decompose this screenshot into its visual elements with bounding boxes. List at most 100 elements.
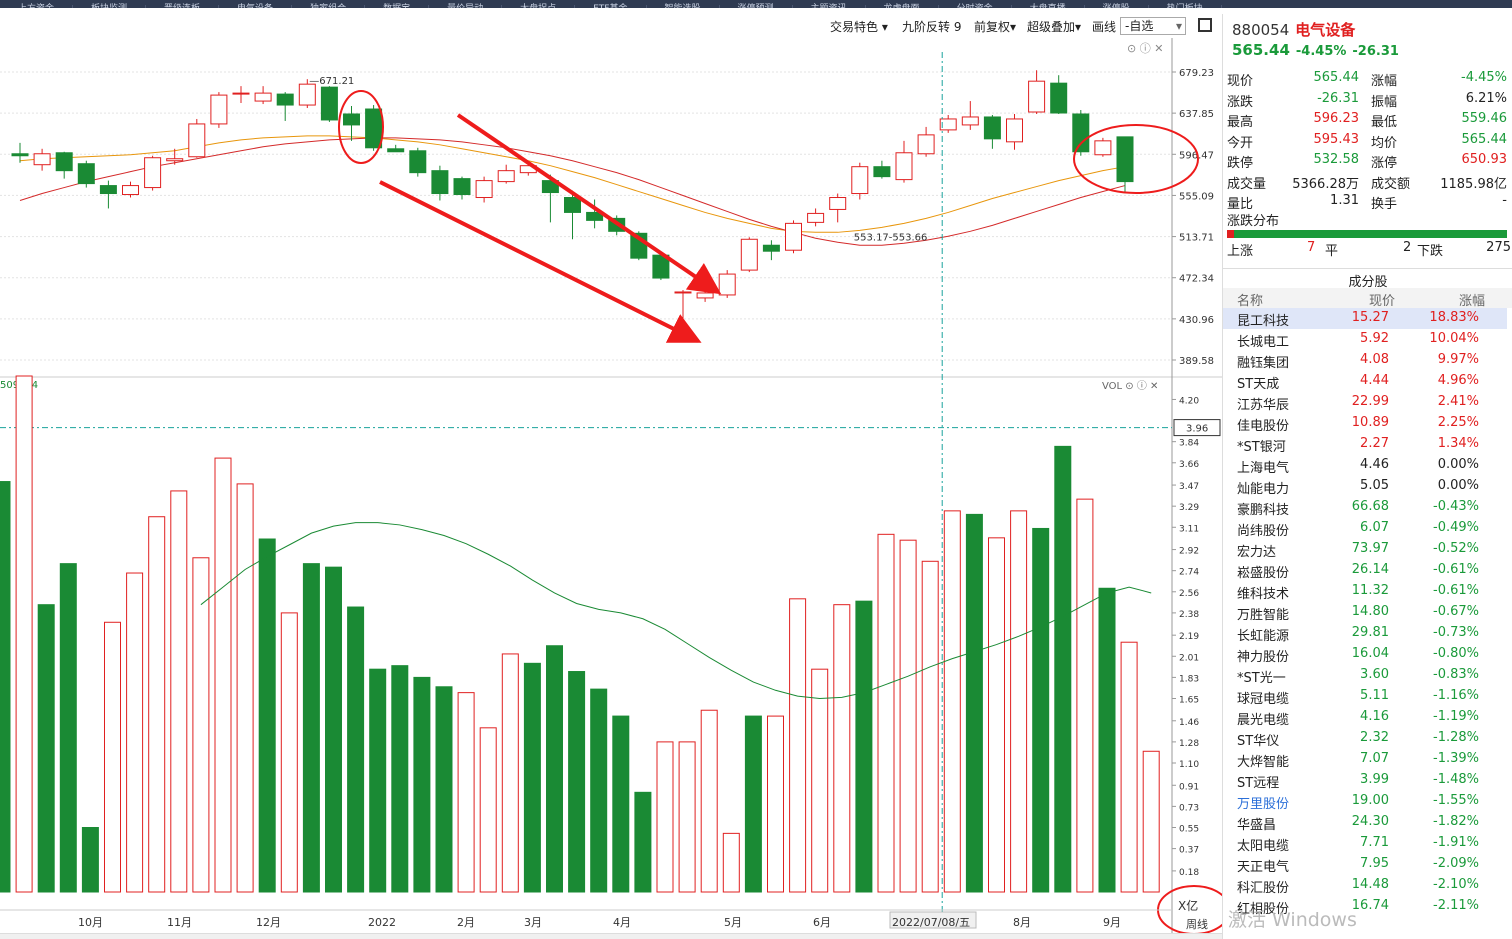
volume-bar <box>347 606 365 893</box>
watchlist-select[interactable]: -自选 ▾ <box>1120 17 1186 35</box>
volume-bar <box>104 621 121 893</box>
component-row[interactable]: 崧盛股份 26.14 -0.61% <box>1223 560 1507 581</box>
component-row[interactable]: 太阳电缆 7.71 -1.91% <box>1223 833 1507 854</box>
period-label: 周线 <box>1186 917 1208 931</box>
top-tab[interactable]: 主题资讯 <box>793 5 866 8</box>
top-tab[interactable]: 数据宝 <box>365 5 430 8</box>
component-row[interactable]: 科汇股份 14.48 -2.10% <box>1223 875 1507 896</box>
top-tab[interactable]: 热门板块 <box>1149 5 1222 8</box>
component-price: 11.32 <box>1351 583 1389 598</box>
component-row[interactable]: 昆工科技 15.27 18.83% <box>1223 308 1507 329</box>
component-row[interactable]: 万胜智能 14.80 -0.67% <box>1223 602 1507 623</box>
trade-feature-menu[interactable]: 交易特色 ▾ <box>830 20 888 34</box>
component-change: 1.34% <box>1437 436 1479 451</box>
candle-body <box>718 273 736 296</box>
volume-bar <box>325 566 342 893</box>
col-name-header[interactable]: 名称 <box>1237 294 1264 309</box>
component-row[interactable]: 万里股份 19.00 -1.55% <box>1223 791 1507 812</box>
component-row[interactable]: 球冠电缆 5.11 -1.16% <box>1223 686 1507 707</box>
volume-bar <box>789 598 807 893</box>
top-tab[interactable]: 涨停股 <box>1085 5 1149 8</box>
top-tab[interactable]: 智能选股 <box>647 5 720 8</box>
component-row[interactable]: 红相股份 16.74 -2.11% <box>1223 896 1507 917</box>
candle-body <box>785 222 802 251</box>
candle-body <box>1050 82 1068 114</box>
top-tab[interactable]: 晋级连板 <box>146 5 220 8</box>
annotation-arrow <box>379 180 702 343</box>
adjust-price-menu[interactable]: 前复权▾ <box>974 20 1017 34</box>
component-row[interactable]: 融钰集团 4.08 9.97% <box>1223 350 1507 371</box>
component-row[interactable]: 上海电气 4.46 0.00% <box>1223 455 1507 476</box>
component-change: -1.48% <box>1433 772 1479 787</box>
top-tab[interactable]: 板块监测 <box>73 5 147 8</box>
kline-chart[interactable]: 679.23 637.85 596.47 555.09 513.71 472.34 430.… <box>0 38 1222 933</box>
top-tab[interactable]: 大盘拐点 <box>502 5 576 8</box>
top-tab[interactable]: 涨停预测 <box>720 5 793 8</box>
component-row[interactable]: 佳电股份 10.89 2.25% <box>1223 413 1507 434</box>
candle-body <box>232 92 250 95</box>
component-price: 26.14 <box>1351 562 1389 577</box>
quote-key: 涨跌 <box>1227 94 1254 110</box>
panel-toggle-icon[interactable] <box>1198 18 1212 32</box>
component-row[interactable]: 长城电工 5.92 10.04% <box>1223 329 1507 350</box>
volume-bar <box>0 481 11 893</box>
top-tab[interactable]: 龙虎盘面 <box>866 5 939 8</box>
volume-bar <box>280 612 298 893</box>
component-row[interactable]: 灿能电力 5.05 0.00% <box>1223 476 1507 497</box>
top-tab[interactable]: 电气设备 <box>219 5 293 8</box>
price-pane-controls-icon: ⊙ ⓘ ✕ <box>1127 42 1163 55</box>
component-name: *ST光一 <box>1237 671 1286 686</box>
component-row[interactable]: 华盛昌 24.30 -1.82% <box>1223 812 1507 833</box>
vol-axis-label: 2.56 <box>1179 589 1199 599</box>
component-row[interactable]: *ST银河 2.27 1.34% <box>1223 434 1507 455</box>
top-tab[interactable]: 上方资金 <box>0 5 74 8</box>
top-tab[interactable]: ETF基金 <box>575 5 647 8</box>
component-name: 融钰集团 <box>1237 356 1290 371</box>
volume-bar <box>767 715 784 893</box>
component-row[interactable]: ST远程 3.99 -1.48% <box>1223 770 1507 791</box>
component-row[interactable]: 江苏华辰 22.99 2.41% <box>1223 392 1507 413</box>
component-row[interactable]: 豪鹏科技 66.68 -0.43% <box>1223 497 1507 518</box>
candle-body <box>762 244 780 252</box>
vol-axis-label: 1.65 <box>1179 696 1199 706</box>
top-tab[interactable]: 独家组合 <box>292 5 366 8</box>
volume-bar <box>1098 587 1116 893</box>
volume-bar <box>1054 445 1072 893</box>
component-name: 神力股份 <box>1237 650 1290 665</box>
col-change-header[interactable]: 涨幅 <box>1458 294 1485 309</box>
component-row[interactable]: 天正电气 7.95 -2.09% <box>1223 854 1507 875</box>
top-tab[interactable]: 分时资金 <box>939 5 1012 8</box>
volume-bar <box>15 375 33 893</box>
component-price: 16.04 <box>1351 646 1389 661</box>
top-tab[interactable]: 大盘直播 <box>1012 5 1085 8</box>
quote-key: 最低 <box>1371 115 1398 130</box>
component-row[interactable]: 大烨智能 7.07 -1.39% <box>1223 749 1507 770</box>
component-name: 球冠电缆 <box>1237 692 1290 707</box>
nine-reversal-menu[interactable]: 九阶反转 9 <box>902 20 962 34</box>
overlay-menu[interactable]: 超级叠加▾ <box>1027 20 1082 34</box>
component-row[interactable]: ST天成 4.44 4.96% <box>1223 371 1507 392</box>
volume-bar <box>37 604 55 893</box>
component-row[interactable]: 维科技术 11.32 -0.61% <box>1223 581 1507 602</box>
time-axis-label: 10月 <box>78 916 103 929</box>
candle-body <box>895 152 913 181</box>
component-row[interactable]: 宏力达 73.97 -0.52% <box>1223 539 1507 560</box>
quote-sidebar: 880054 电气设备 565.44 -4.45% -26.31 现价 565.44 涨幅… <box>1222 14 1512 939</box>
component-row[interactable]: ST华仪 2.32 -1.28% <box>1223 728 1507 749</box>
component-row[interactable]: 神力股份 16.04 -0.80% <box>1223 644 1507 665</box>
top-tab[interactable]: 量价异动 <box>429 5 503 8</box>
candle-body <box>387 148 405 153</box>
volume-bar <box>192 557 210 893</box>
vol-axis-label: 1.10 <box>1179 760 1199 770</box>
volume-bar <box>1032 527 1050 893</box>
draw-line-button[interactable]: 画线 <box>1092 20 1117 34</box>
component-name: 华盛昌 <box>1237 818 1277 833</box>
component-row[interactable]: 长虹能源 29.81 -0.73% <box>1223 623 1507 644</box>
components-header: 名称 现价 涨幅 <box>1223 288 1512 309</box>
component-change: -0.80% <box>1433 646 1479 661</box>
col-price-header[interactable]: 现价 <box>1368 294 1395 309</box>
quote-row: 成交量 5366.28万 成交额 1185.98亿 <box>1223 173 1512 193</box>
component-row[interactable]: *ST光一 3.60 -0.83% <box>1223 665 1507 686</box>
component-row[interactable]: 尚纬股份 6.07 -0.49% <box>1223 518 1507 539</box>
component-row[interactable]: 晨光电缆 4.16 -1.19% <box>1223 707 1507 728</box>
